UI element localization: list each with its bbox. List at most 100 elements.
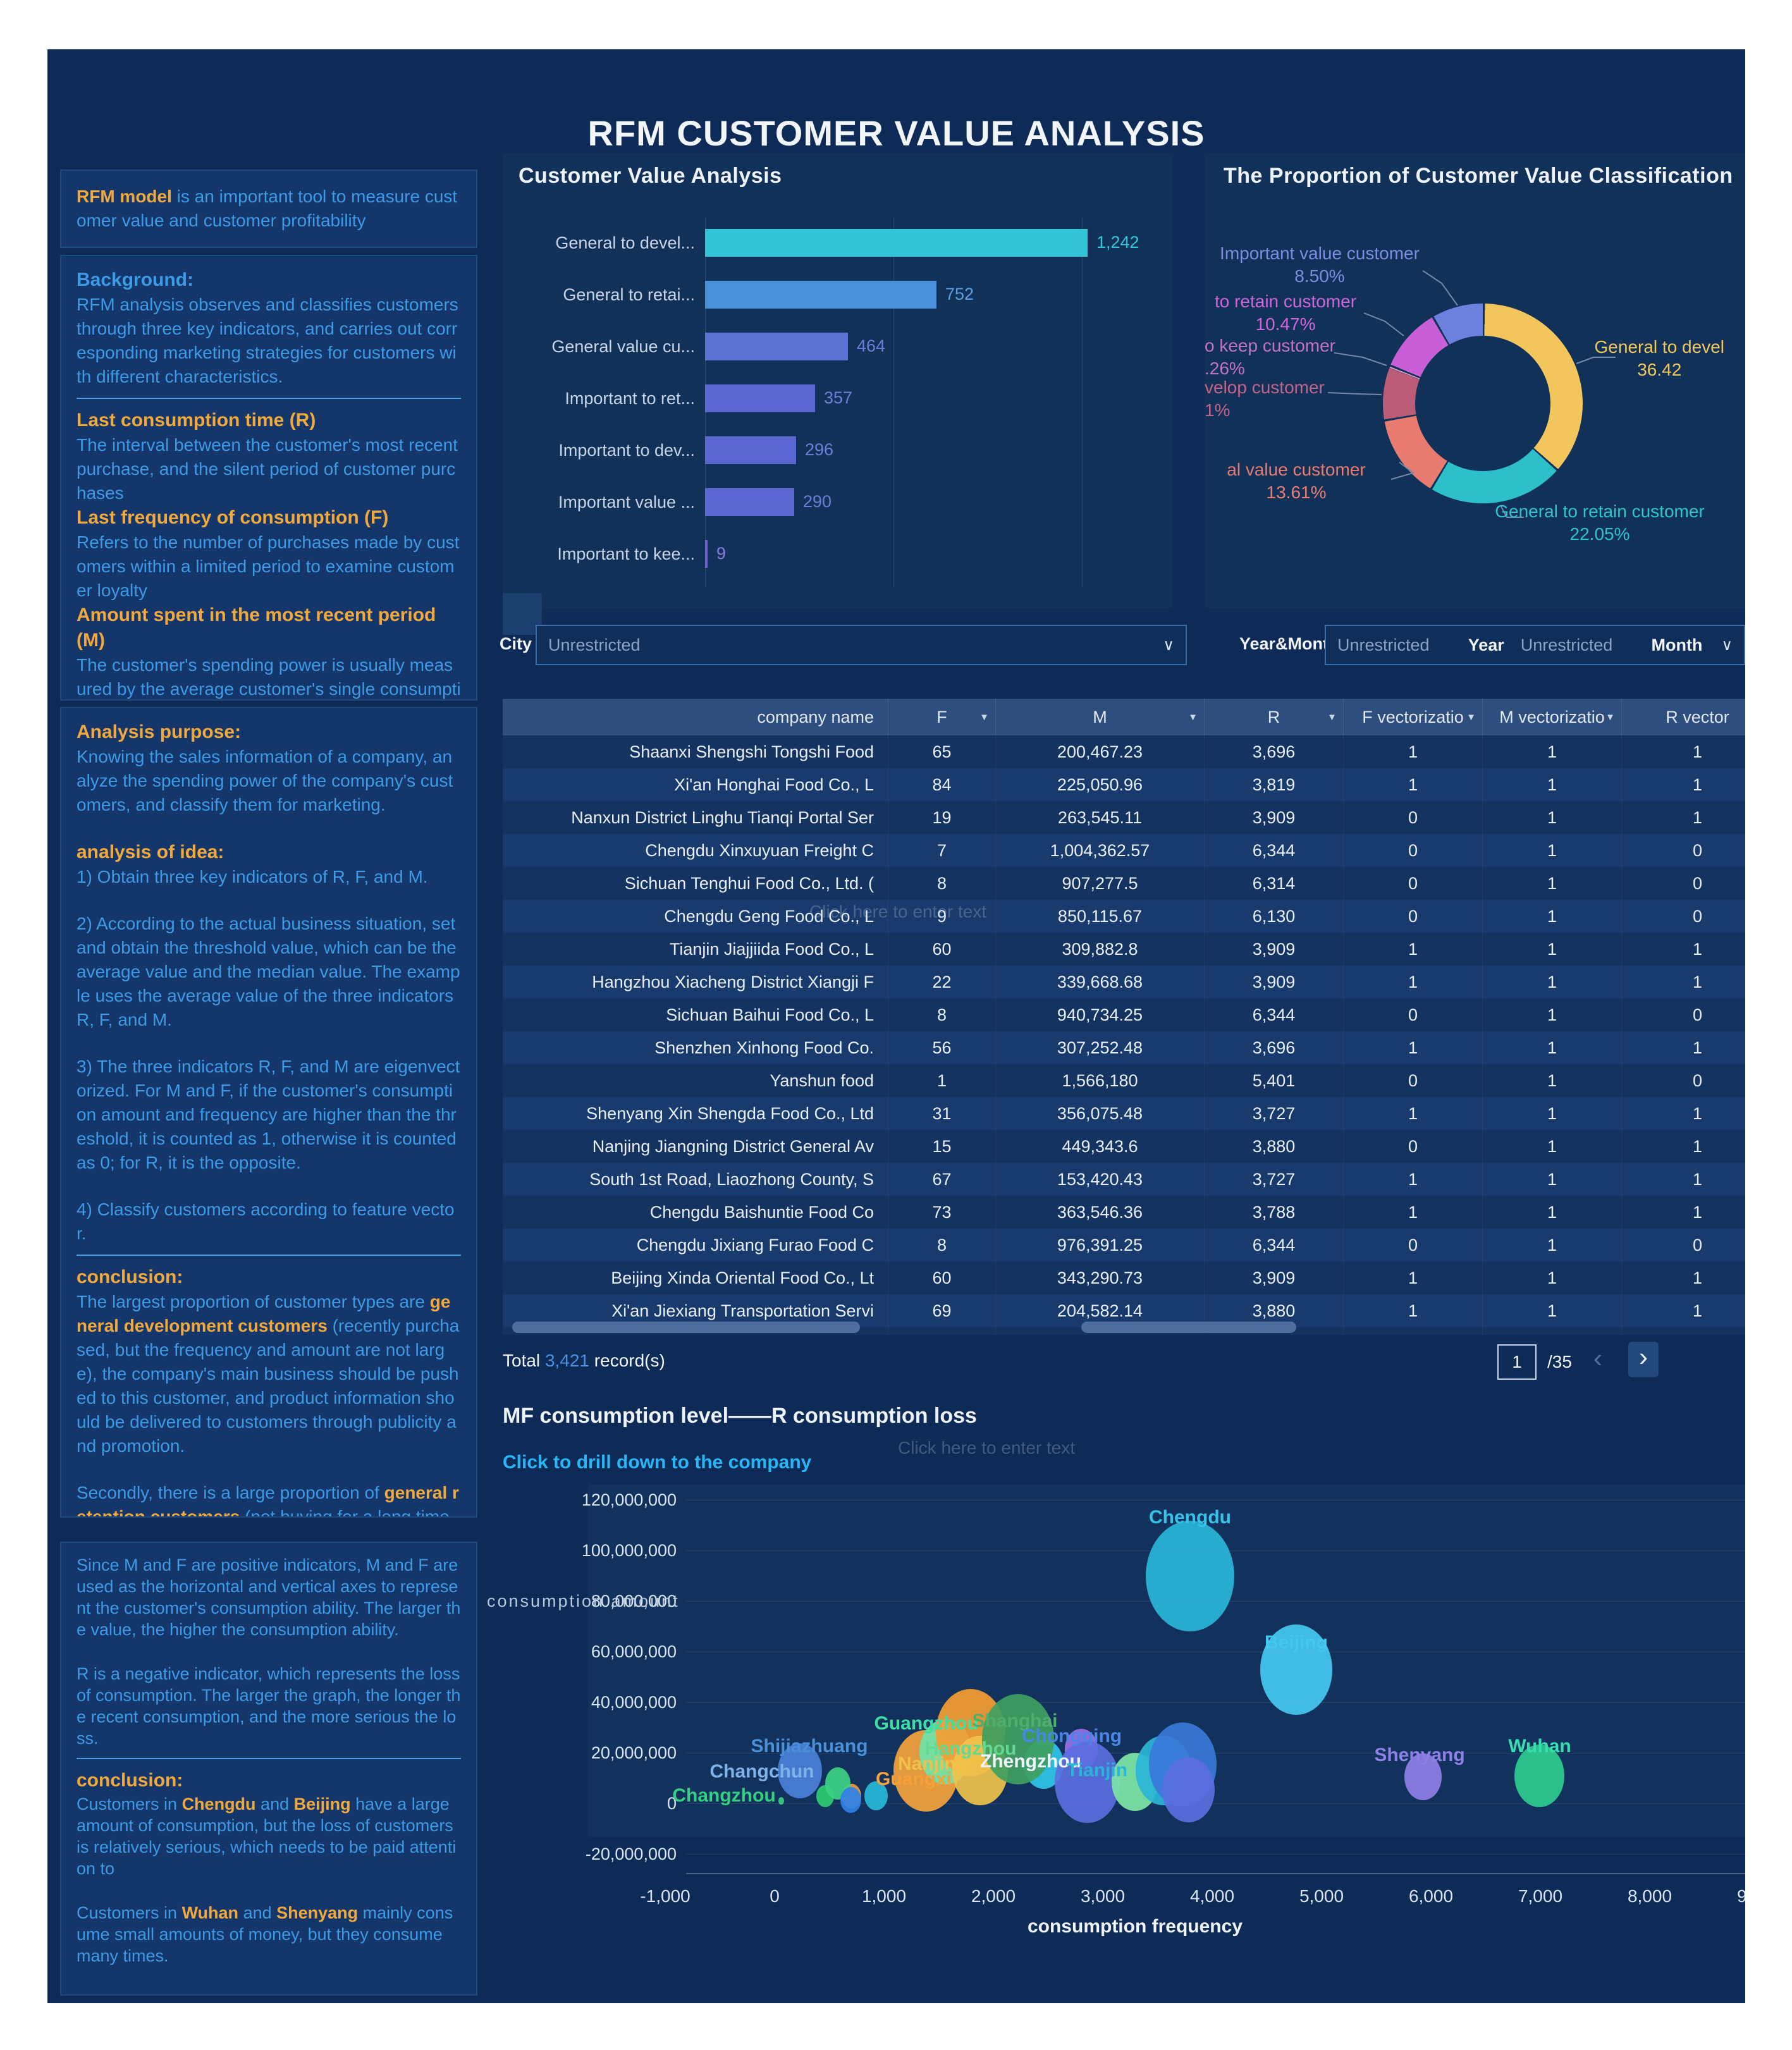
table-row[interactable]: Chengdu Xinxuyuan Freight C 7 1,004,362.57… <box>503 834 1745 867</box>
divider <box>77 1758 461 1759</box>
sidebar-heading: analysis of idea: <box>77 842 224 862</box>
cell-value: 73 <box>888 1196 996 1229</box>
cell-value: 449,343.6 <box>996 1130 1205 1163</box>
cell-value: 1 <box>1344 1031 1483 1064</box>
cell-value: 1,004,362.57 <box>996 834 1205 867</box>
cell-value <box>1622 1327 1745 1335</box>
bar[interactable] <box>705 229 1088 257</box>
table-row[interactable]: South 1st Road, Liaozhong County, S 67 153… <box>503 1163 1745 1196</box>
cell-value: 3,880 <box>1205 1294 1344 1327</box>
bar-row: General to devel... 1,242 <box>515 217 1160 269</box>
table-row[interactable]: Nanjing Jiangning District General Av 15 4… <box>503 1130 1745 1163</box>
donut-label: velop customer 1% <box>1205 377 1325 420</box>
city-bubble[interactable] <box>1162 1757 1215 1822</box>
city-bubble[interactable] <box>1055 1741 1120 1823</box>
drilldown-link[interactable]: Click to drill down to the company <box>503 1452 812 1473</box>
bar[interactable] <box>705 488 794 516</box>
cell-value: 1 <box>1483 1261 1622 1294</box>
table-row[interactable]: Shenyang Xin Shengda Food Co., Ltd 31 356,… <box>503 1097 1745 1130</box>
filter-triangle-icon[interactable]: ▼ <box>1327 712 1337 723</box>
month-value[interactable]: Unrestricted <box>1520 635 1613 654</box>
table-row[interactable]: Chengdu Baishuntie Food Co 73 363,546.36 3,… <box>503 1196 1745 1229</box>
city-bubble[interactable] <box>778 1797 784 1805</box>
prev-page-icon[interactable]: ‹ <box>1593 1343 1602 1373</box>
chevron-down-icon[interactable]: ∨ <box>1721 636 1733 654</box>
cell-value: 1 <box>1622 1163 1745 1196</box>
cell-value: 204,582.14 <box>996 1294 1205 1327</box>
sidebar-paragraph: 3) The three indicators R, F, and M are … <box>77 1057 460 1172</box>
cell-value: 1 <box>1622 1097 1745 1130</box>
cell-value: 1 <box>1483 834 1622 867</box>
table-row[interactable]: Hangzhou Xiacheng District Xiangji F 22 33… <box>503 966 1745 998</box>
x-tick-label: 2,000 <box>971 1886 1016 1906</box>
filter-triangle-icon[interactable]: ▼ <box>979 712 989 723</box>
table-row[interactable]: Chengdu Jixiang Furao Food C 8 976,391.25 6… <box>503 1229 1745 1261</box>
bar[interactable] <box>705 384 815 412</box>
city-bubble[interactable] <box>1514 1745 1564 1807</box>
next-page-icon[interactable]: › <box>1628 1342 1659 1377</box>
column-header-f-vectorizatio: F vectorizatio ▼ <box>1344 699 1483 735</box>
table-row[interactable]: Yanshun food 1 1,566,180 5,401 0 1 0 <box>503 1064 1745 1097</box>
page-input[interactable]: 1 <box>1497 1344 1537 1380</box>
city-bubble[interactable] <box>778 1743 822 1798</box>
city-label-wuhan: Wuhan <box>1508 1736 1571 1757</box>
donut-label: to retain customer 10.47% <box>1214 292 1357 334</box>
x-tick-label: 3,000 <box>1080 1886 1126 1906</box>
filter-triangle-icon[interactable]: ▼ <box>1466 712 1476 723</box>
cell-value: 1 <box>1483 1031 1622 1064</box>
city-bubble[interactable] <box>1404 1753 1442 1800</box>
table-row[interactable]: Tianjin Jiajjiida Food Co., L 60 309,882.8… <box>503 933 1745 966</box>
city-label-beijing: Beijing <box>1264 1632 1329 1653</box>
table-row[interactable]: Beijing Xinda Oriental Food Co., Lt 60 343… <box>503 1261 1745 1294</box>
filter-triangle-icon[interactable]: ▼ <box>1188 712 1198 723</box>
table-row[interactable]: Chengdu Geng Food Co., L 9 850,115.67 6,130… <box>503 900 1745 933</box>
city-filter-select[interactable]: Unrestricted ∨ <box>536 625 1187 665</box>
city-bubble[interactable] <box>864 1781 888 1810</box>
cell-value: 7 <box>888 834 996 867</box>
cell-value: 3,819 <box>1205 768 1344 801</box>
horizontal-scrollbar-thumb[interactable] <box>512 1322 860 1333</box>
bar[interactable] <box>705 436 796 464</box>
year-value[interactable]: Unrestricted <box>1337 635 1430 654</box>
rfm-table: company name F ▼ M ▼ R ▼ F vectorizatio ▼ M vecto… <box>503 699 1745 1335</box>
city-bubble[interactable] <box>1146 1521 1234 1631</box>
donut-label: General to retain customer 22.05% <box>1495 501 1705 544</box>
cell-value: 850,115.67 <box>996 900 1205 933</box>
table-row[interactable]: Shaanxi Shengshi Tongshi Food 65 200,467.2… <box>503 735 1745 768</box>
sidebar-heading: conclusion: <box>77 1267 183 1287</box>
cell-company-name: Shenyang Xin Shengda Food Co., Ltd <box>503 1097 888 1130</box>
table-row[interactable]: Sichuan Tenghui Food Co., Ltd. (8 907,277… <box>503 867 1745 900</box>
bar[interactable] <box>705 540 708 568</box>
cell-value: 309,882.8 <box>996 933 1205 966</box>
bar[interactable] <box>705 281 936 309</box>
table-row[interactable]: Nanxun District Linghu Tianqi Portal Ser… <box>503 801 1745 834</box>
month-label: Month <box>1651 635 1703 654</box>
table-row[interactable]: Xi'an Honghai Food Co., L 84 225,050.96 3,8… <box>503 768 1745 801</box>
horizontal-scrollbar-thumb[interactable] <box>1081 1322 1296 1333</box>
y-gridline <box>686 1803 1745 1804</box>
cell-company-name: Yanshun food <box>503 1064 888 1097</box>
sidebar-paragraph: Customers in Wuhan and Shenyang mainly c… <box>77 1903 453 1965</box>
city-bubble[interactable] <box>982 1694 1054 1784</box>
dashboard: RFM CUSTOMER VALUE ANALYSIS RFM model is… <box>47 49 1745 2003</box>
yearmonth-filter[interactable]: Unrestricted Year Unrestricted Month ∨ <box>1325 625 1745 665</box>
chevron-down-icon[interactable]: ∨ <box>1163 636 1174 654</box>
city-bubble[interactable] <box>1260 1624 1332 1715</box>
cell-value: 9 <box>888 900 996 933</box>
table-row[interactable]: Shenzhen Xinhong Food Co. 56 307,252.48 3,6… <box>503 1031 1745 1064</box>
sidebar-heading: Background: <box>77 269 194 290</box>
table-row[interactable]: Sichuan Baihui Food Co., L 8 940,734.25 6,3… <box>503 998 1745 1031</box>
bar[interactable] <box>705 333 848 360</box>
sidebar-heading: Amount spent in the most recent period (… <box>77 605 436 651</box>
cell-company-name: South 1st Road, Liaozhong County, S <box>503 1163 888 1196</box>
cell-value: 1 <box>1622 801 1745 834</box>
cell-value: 940,734.25 <box>996 998 1205 1031</box>
city-label-shenyang: Shenyang <box>1374 1745 1465 1765</box>
city-label-chengdu: Chengdu <box>1149 1507 1231 1528</box>
bar-value-label: 296 <box>805 440 834 459</box>
bar-category-label: General to devel... <box>555 233 695 252</box>
city-bubble[interactable] <box>840 1787 861 1813</box>
filter-triangle-icon[interactable]: ▼ <box>1605 712 1615 723</box>
sidebar-paragraph: RFM model is an important tool to measur… <box>77 187 458 230</box>
cell-value: 1 <box>1483 1294 1622 1327</box>
